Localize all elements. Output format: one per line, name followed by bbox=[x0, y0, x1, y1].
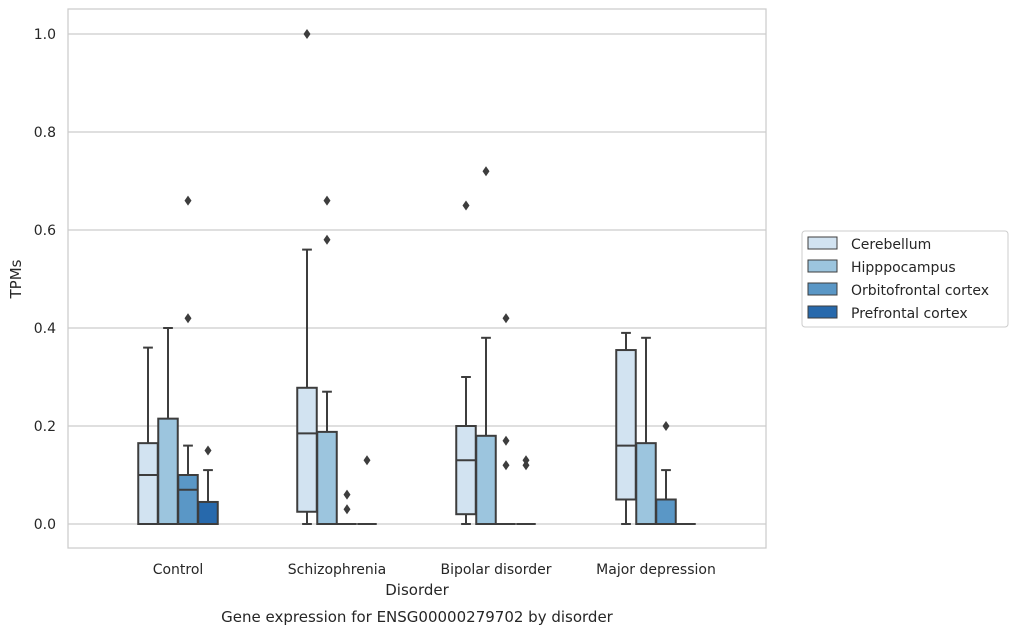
outlier-point bbox=[204, 445, 212, 456]
box bbox=[157, 417, 179, 525]
y-tick-labels: 0.0 0.2 0.4 0.6 0.8 1.0 bbox=[34, 27, 56, 533]
x-tick-label: Major depression bbox=[596, 562, 716, 578]
box bbox=[296, 386, 318, 513]
y-tick-label: 0.8 bbox=[34, 125, 56, 141]
outlier-point bbox=[502, 435, 510, 446]
outlier-point bbox=[323, 195, 331, 206]
outlier-point bbox=[482, 166, 490, 177]
outlier-point bbox=[462, 200, 470, 211]
box bbox=[475, 434, 497, 525]
legend-label: Orbitofrontal cortex bbox=[851, 283, 989, 299]
box bbox=[455, 425, 477, 516]
outlier-point bbox=[184, 313, 192, 324]
series-orbitofrontal-cortex bbox=[177, 195, 677, 525]
x-tick-labels: Control Schizophrenia Bipolar disorder Majo… bbox=[153, 562, 716, 578]
legend-label: Hipppocampus bbox=[851, 260, 956, 276]
box-series bbox=[137, 29, 696, 526]
legend-swatch bbox=[807, 305, 838, 319]
outlier-point bbox=[363, 455, 371, 466]
box bbox=[316, 430, 338, 526]
x-tick-label: Bipolar disorder bbox=[440, 562, 551, 578]
outlier-point bbox=[502, 313, 510, 324]
outlier-point bbox=[184, 195, 192, 206]
y-tick-label: 0.2 bbox=[34, 419, 56, 435]
box bbox=[137, 442, 159, 525]
y-axis-label: TPMs bbox=[7, 259, 25, 299]
legend: Cerebellum Hipppocampus Orbitofrontal cort… bbox=[801, 230, 1009, 328]
outlier-point bbox=[502, 460, 510, 471]
legend-label: Cerebellum bbox=[851, 237, 931, 253]
y-tick-label: 1.0 bbox=[34, 27, 56, 43]
box bbox=[615, 349, 637, 501]
y-tick-label: 0.6 bbox=[34, 223, 56, 239]
outlier-point bbox=[343, 504, 351, 515]
x-axis-label: Disorder bbox=[385, 581, 449, 599]
series-prefrontal-cortex bbox=[197, 445, 696, 526]
plot-frame bbox=[67, 8, 767, 549]
legend-label: Prefrontal cortex bbox=[851, 306, 968, 322]
legend-frame bbox=[801, 230, 1009, 328]
x-tick-label: Control bbox=[153, 562, 204, 578]
outlier-point bbox=[303, 29, 311, 39]
outlier-point bbox=[343, 489, 351, 500]
box bbox=[177, 474, 199, 525]
legend-swatch bbox=[807, 259, 838, 273]
series-cerebellum bbox=[137, 29, 637, 525]
box bbox=[197, 500, 219, 526]
legend-swatch bbox=[807, 282, 838, 296]
y-tick-label: 0.0 bbox=[34, 517, 56, 533]
x-tick-label: Schizophrenia bbox=[288, 562, 386, 578]
outlier-point bbox=[662, 421, 670, 431]
box bbox=[655, 498, 677, 525]
series-hipppocampus bbox=[157, 166, 657, 526]
y-tick-label: 0.4 bbox=[34, 321, 56, 337]
outlier-point bbox=[323, 234, 331, 245]
box bbox=[635, 442, 657, 525]
chart-caption: Gene expression for ENSG00000279702 by d… bbox=[221, 608, 614, 626]
legend-swatch bbox=[807, 236, 838, 250]
outlier-point bbox=[522, 460, 530, 471]
